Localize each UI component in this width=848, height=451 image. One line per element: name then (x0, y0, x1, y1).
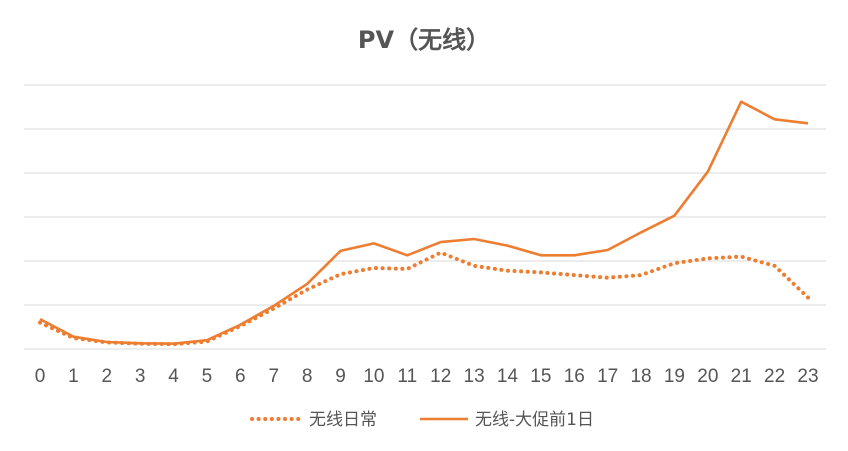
x-tick-label: 8 (302, 366, 313, 387)
x-tick-label: 11 (397, 366, 417, 387)
x-tick-label: 19 (664, 366, 685, 387)
x-tick-label: 20 (697, 366, 718, 387)
x-tick-label: 6 (235, 366, 246, 387)
series-line-daily (38, 250, 810, 347)
x-tick-label: 10 (363, 366, 384, 387)
legend: 无线日常 无线-大促前1日 (250, 410, 594, 430)
x-tick-label: 5 (202, 366, 213, 387)
x-tick-label: 3 (135, 366, 146, 387)
chart-title: PV（无线） (358, 26, 490, 54)
series-lines (38, 100, 810, 347)
x-tick-label: 15 (530, 366, 551, 387)
x-tick-label: 14 (497, 366, 519, 387)
x-tick-label: 1 (68, 366, 79, 387)
x-axis-tick-labels: 0 1 2 3 4 5 6 7 8 9 10 11 12 13 14 15 16 17 18 19 20 21 22 23 (35, 366, 819, 387)
x-tick-label: 18 (630, 366, 651, 387)
x-tick-label: 12 (430, 366, 451, 387)
legend-label: 无线-大促前1日 (475, 410, 594, 430)
x-tick-label: 4 (168, 366, 179, 387)
x-tick-label: 9 (335, 366, 346, 387)
gridlines (24, 84, 826, 350)
x-tick-label: 13 (464, 366, 485, 387)
x-tick-label: 0 (35, 366, 46, 387)
x-tick-label: 2 (101, 366, 112, 387)
x-tick-label: 7 (268, 366, 279, 387)
x-tick-label: 22 (764, 366, 785, 387)
x-tick-label: 17 (597, 366, 618, 387)
x-tick-label: 16 (564, 366, 585, 387)
legend-label: 无线日常 (309, 410, 377, 430)
series-line-promo-eve (39, 100, 809, 346)
x-tick-label: 21 (731, 366, 752, 387)
x-tick-label: 23 (797, 366, 818, 387)
